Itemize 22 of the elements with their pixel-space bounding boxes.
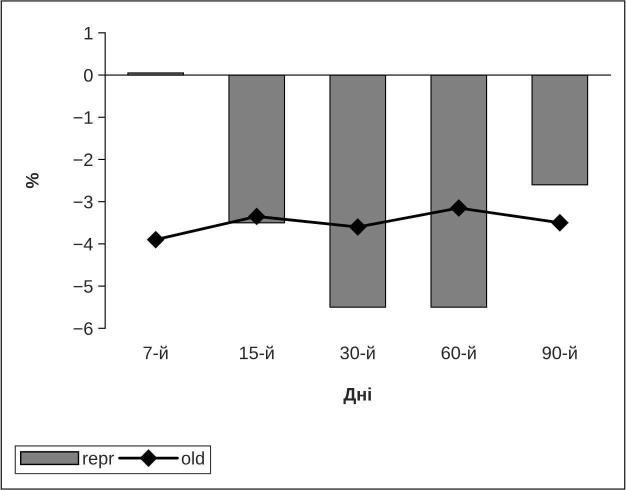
x-tick-label: 90-й bbox=[542, 346, 577, 360]
y-tick-label: −1 bbox=[74, 111, 92, 124]
y-tick-label: 1 bbox=[84, 26, 92, 40]
point bbox=[450, 199, 468, 217]
point bbox=[248, 208, 266, 225]
x-tick-label: 7-й bbox=[144, 346, 168, 360]
x-tick-label: 15-й bbox=[240, 346, 274, 360]
y-tick-label: −5 bbox=[74, 280, 93, 293]
x-tick-label: 30-й bbox=[340, 346, 375, 360]
y-tick-label: 0 bbox=[84, 68, 93, 82]
y-tick-label: −6 bbox=[74, 322, 93, 336]
x-axis-title: Дні bbox=[344, 387, 371, 404]
legend-label: old bbox=[182, 451, 204, 465]
legend-label: repr bbox=[83, 454, 114, 468]
y-axis-title: % bbox=[26, 173, 39, 188]
y-tick-label: −4 bbox=[74, 238, 93, 250]
point bbox=[551, 214, 568, 232]
point bbox=[349, 218, 366, 236]
y-tick-label: −3 bbox=[74, 196, 93, 208]
point bbox=[147, 231, 164, 248]
x-tick-label: 60-й bbox=[442, 346, 476, 360]
y-tick-label: −2 bbox=[74, 153, 92, 166]
